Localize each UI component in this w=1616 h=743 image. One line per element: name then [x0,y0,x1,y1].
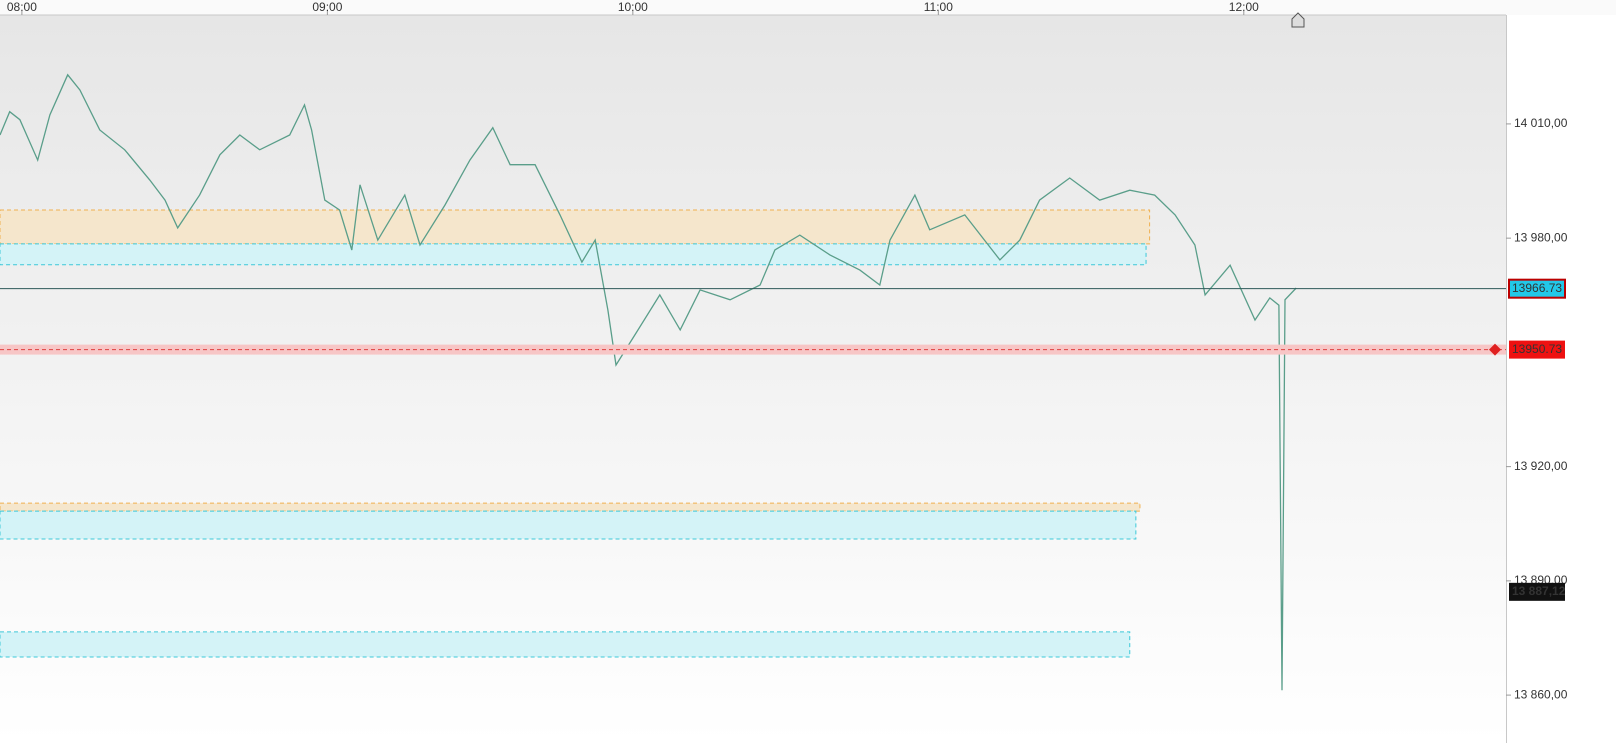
time-axis-bar [0,0,1616,15]
y-tick-label: 13 920,00 [1514,459,1568,473]
x-tick-label: 12:00 [1229,0,1259,14]
x-tick-label: 09:00 [312,0,342,14]
price-label: 13 887,12 [1512,584,1566,598]
x-tick-label: 10:00 [618,0,648,14]
price-label-box [1509,582,1565,601]
x-tick-label: 08:00 [7,0,37,14]
price-line [0,73,1297,691]
x-tick-label: 11:00 [924,0,953,14]
zone [0,631,1131,658]
home-icon[interactable] [1291,12,1305,28]
plot-background [0,15,1506,743]
price-label-box [1509,340,1565,359]
y-tick-label: 13 980,00 [1514,230,1568,244]
zone [0,510,1137,540]
price-label: 13966.73 [1512,281,1562,295]
y-tick-label: 13 860,00 [1514,687,1568,701]
order-handle [1489,343,1501,356]
zone [0,502,1141,512]
y-tick-label: 14 010,00 [1514,116,1568,130]
price-label: 13950.73 [1512,342,1562,356]
price-label-box [1508,278,1566,299]
zone [0,243,1147,266]
